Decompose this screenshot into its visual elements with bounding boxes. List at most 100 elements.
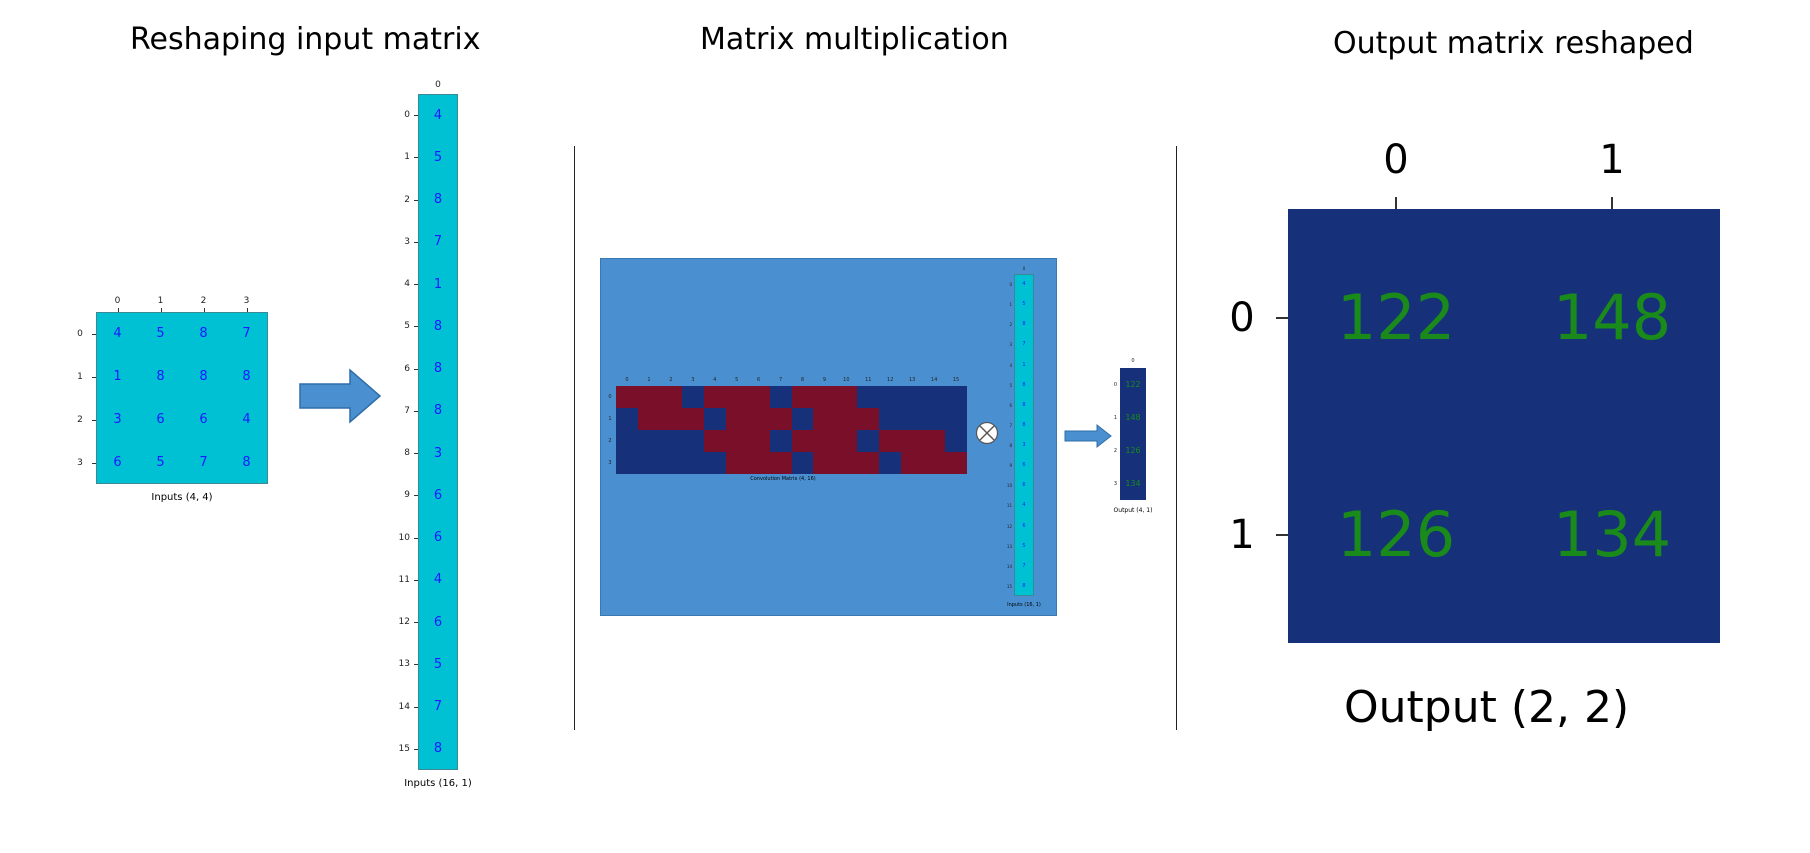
conv-matrix-cell <box>659 386 682 408</box>
inner-vector-col-tick: 0 <box>1022 266 1026 271</box>
conv-matrix-cell <box>616 452 638 474</box>
conv-matrix-cell <box>879 386 902 408</box>
conv-col-tick: 1 <box>647 377 651 383</box>
column-cell: 6 <box>433 614 443 630</box>
tick-mark <box>414 706 418 708</box>
column-row-tick: 7 <box>404 405 410 416</box>
conv-col-tick: 15 <box>952 377 960 383</box>
input-matrix-cell: 6 <box>156 412 165 427</box>
conv-matrix-cell <box>879 452 902 474</box>
inner-vector-row-tick: 2 <box>1009 322 1012 328</box>
conv-col-tick: 7 <box>778 377 783 383</box>
conv-col-tick: 5 <box>735 377 739 383</box>
conv-matrix-cell <box>923 430 946 452</box>
conv-matrix-cell <box>945 452 967 474</box>
conv-matrix-cell <box>857 408 880 430</box>
conv-matrix-cell <box>813 452 836 474</box>
output-vector: 122 148 126 134 <box>1120 368 1146 500</box>
conv-row-tick: 0 <box>608 394 612 400</box>
inner-vector-cell: 8 <box>1022 401 1026 408</box>
inner-vector-cell: 4 <box>1022 502 1026 509</box>
column-row-tick: 4 <box>404 279 410 290</box>
column-row-tick: 9 <box>404 490 410 501</box>
conv-matrix-cell <box>901 408 924 430</box>
inner-vector-cell: 6 <box>1022 482 1026 489</box>
tick-mark <box>1276 533 1288 536</box>
input-matrix-cell: 3 <box>113 412 122 427</box>
conv-matrix-cell <box>681 430 704 452</box>
column-row-tick: 15 <box>398 743 410 754</box>
output-vector-cell: 126 <box>1125 446 1141 455</box>
conv-matrix-cell <box>857 386 880 408</box>
conv-matrix-cell <box>681 452 704 474</box>
input-matrix-cell: 4 <box>113 326 122 341</box>
conv-matrix-cell <box>616 386 638 408</box>
conv-matrix-cell <box>637 452 660 474</box>
output-vector-caption: Output (4, 1) <box>1113 507 1153 514</box>
conv-matrix-cell <box>703 408 726 430</box>
conv-matrix-cell <box>659 430 682 452</box>
column-row-tick: 11 <box>398 574 410 585</box>
input-matrix-col-tick: 1 <box>157 296 164 306</box>
input-matrix-col-tick: 2 <box>200 296 207 306</box>
input-matrix-cell: 1 <box>113 369 122 384</box>
conv-col-tick: 9 <box>822 377 826 383</box>
output-vector-cell: 148 <box>1125 413 1141 422</box>
conv-matrix-cell <box>725 452 748 474</box>
column-row-tick: 12 <box>398 617 410 628</box>
conv-col-tick: 4 <box>713 377 717 383</box>
conv-col-tick: 11 <box>865 377 872 383</box>
column-cell: 5 <box>433 656 443 672</box>
output-matrix-caption: Output (2, 2) <box>1344 682 1630 733</box>
conv-col-tick: 2 <box>669 377 673 383</box>
input-matrix-col-tick: 0 <box>114 296 121 306</box>
tick-mark <box>1611 197 1613 209</box>
output-vector-cell: 122 <box>1125 380 1141 389</box>
output-matrix-cell: 134 <box>1552 498 1672 571</box>
tick-mark <box>414 199 418 201</box>
inner-vector-row-tick: 12 <box>1006 523 1012 529</box>
tick-mark <box>414 284 418 286</box>
column-row-tick: 1 <box>404 152 410 163</box>
tick-mark <box>414 495 418 497</box>
inner-vector-cell: 8 <box>1022 381 1026 388</box>
inner-vector-row-tick: 4 <box>1009 362 1012 368</box>
conv-matrix-cell <box>945 430 967 452</box>
inner-vector-cell: 8 <box>1022 582 1026 589</box>
inner-vector-row-tick: 5 <box>1009 382 1012 388</box>
output-vector-col-tick: 0 <box>1131 358 1135 364</box>
conv-col-tick: 10 <box>843 377 850 383</box>
tick-mark <box>414 622 418 624</box>
section2-title: Matrix multiplication <box>700 22 1009 57</box>
column-cell: 5 <box>433 149 443 165</box>
tick-mark <box>414 579 418 581</box>
conv-col-tick: 12 <box>887 377 894 383</box>
inner-vector-cell: 5 <box>1022 301 1026 308</box>
conv-matrix-cell <box>637 386 660 408</box>
conv-matrix-cell <box>747 452 770 474</box>
inner-vector-cell: 5 <box>1022 542 1026 549</box>
inner-vector-cell: 4 <box>1022 281 1026 288</box>
conv-col-tick: 3 <box>691 377 695 383</box>
inner-vector-cell: 7 <box>1022 341 1026 348</box>
conv-matrix-cell <box>901 386 924 408</box>
inner-vector-row-tick: 7 <box>1009 422 1012 428</box>
conv-matrix-cell <box>923 408 946 430</box>
tick-mark <box>160 308 162 312</box>
conv-matrix-cell <box>901 452 924 474</box>
conv-matrix-cell <box>659 452 682 474</box>
output-matrix-cell: 122 <box>1336 281 1456 354</box>
conv-col-tick: 14 <box>930 377 938 383</box>
conv-matrix-cell <box>703 386 726 408</box>
tick-mark <box>414 410 418 412</box>
conv-matrix-cell <box>769 452 792 474</box>
conv-matrix-cell <box>857 430 880 452</box>
inner-vector-cell: 3 <box>1022 442 1026 449</box>
conv-matrix-cell <box>747 386 770 408</box>
inner-vector-cell: 6 <box>1022 462 1026 469</box>
input-matrix-cell: 8 <box>199 369 208 384</box>
conv-matrix-cell <box>616 430 638 452</box>
conv-matrix-cell <box>901 430 924 452</box>
input-matrix-cell: 6 <box>199 412 208 427</box>
input-matrix-cell: 8 <box>242 369 251 384</box>
